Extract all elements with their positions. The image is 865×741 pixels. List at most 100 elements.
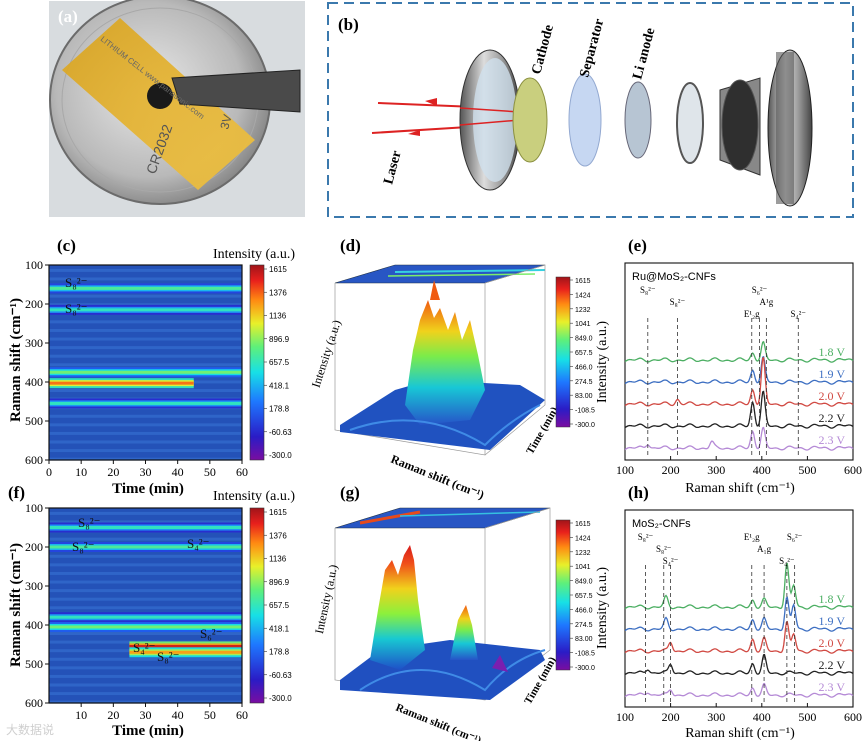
x-tick-label: 10 (75, 465, 87, 479)
colorbar-tick-label: 274.5 (575, 622, 593, 629)
e-ylabel: Intensity (a.u.) (595, 321, 610, 403)
spectrum-voltage-label: 1.9 V (819, 614, 846, 628)
g-ylabel: Intensity (a.u.) (312, 563, 340, 635)
peak-annotation: S₄²⁻ (779, 556, 795, 566)
colorbar-tick-label: 466.0 (575, 364, 593, 371)
y-tick-label: 200 (25, 297, 43, 311)
spectrum-voltage-label: 2.3 V (819, 680, 846, 694)
spectrum-voltage-label: 2.2 V (819, 411, 846, 425)
peak-annotation: S₈²⁻ (656, 544, 672, 554)
x-tick-label: 500 (798, 710, 816, 724)
e-xlabel: Raman shift (cm⁻¹) (685, 481, 795, 496)
f-species-e: S₈²⁻ (157, 649, 180, 664)
f-species-a: S₈²⁻ (78, 515, 101, 530)
f-species-b: S₈²⁻ (72, 539, 95, 554)
heatmap-stripe (49, 580, 242, 584)
colorbar-tick-label: -108.5 (575, 408, 595, 415)
x-tick-label: 500 (798, 463, 816, 477)
heatmap-band (49, 370, 242, 374)
colorbar-tick-label: 83.00 (575, 393, 593, 400)
heatmap-stripe (49, 303, 242, 307)
spectrum-line (624, 682, 854, 698)
x-tick-label: 10 (75, 708, 87, 722)
y-tick-label: 300 (25, 579, 43, 593)
peak-annotation: E¹₂g (744, 309, 760, 319)
heatmap-stripe (49, 554, 242, 558)
y-tick-label: 400 (25, 375, 43, 389)
heatmap-stripe (49, 389, 242, 393)
heatmap-stripe (49, 571, 242, 575)
colorbar-tick-label: 1041 (575, 564, 591, 571)
heatmap-stripe (49, 511, 242, 515)
x-tick-label: 40 (172, 465, 184, 479)
colorbar-tick-label: 1615 (269, 508, 287, 517)
x-tick-label: 20 (107, 708, 119, 722)
heatmap-stripe (49, 597, 242, 601)
heatmap-stripe (49, 683, 242, 687)
panel-f-label: (f) (8, 483, 25, 502)
colorbar-tick-label: -300.0 (575, 665, 595, 672)
y-tick-label: 100 (25, 501, 43, 515)
panel-a-photo: CR2032 3V LITHIUM CELL www.panasonic.com… (49, 0, 305, 217)
panel-e-label: (e) (628, 236, 647, 255)
spectrum-line (624, 620, 854, 654)
colorbar-tick-label: 178.8 (269, 405, 290, 414)
heatmap-stripe (49, 363, 242, 367)
heatmap-stripe (49, 632, 242, 636)
x-tick-label: 40 (172, 708, 184, 722)
g-xlabel: Raman shift (cm⁻¹) (394, 702, 483, 741)
panel-e-spectra: (e) Ru@MoS₂-CNFs 1.8 V 1.9 V 2.0 V 2.2 V 2.3… (595, 236, 862, 496)
heatmap-stripe (49, 674, 242, 678)
x-tick-label: 20 (107, 465, 119, 479)
f-species-d: S₄²⁻ (133, 640, 156, 655)
heatmap-stripe (49, 457, 242, 461)
colorbar-tick-label: 1615 (575, 521, 591, 528)
heatmap-band (49, 286, 242, 290)
panel-b-label: (b) (338, 15, 359, 34)
peak-annotation: S₆²⁻ (787, 532, 803, 542)
heatmap-band (49, 401, 242, 405)
heatmap-stripe (49, 440, 242, 444)
heatmap-stripe (49, 449, 242, 453)
peak-annotation: A¹g (760, 297, 774, 307)
e-sample-name: Ru@MoS₂-CNFs (632, 271, 716, 283)
heatmap-stripe (49, 337, 242, 341)
colorbar-tick-label: 896.9 (269, 335, 290, 344)
panel-b-schematic: (b) Laser Cathode Separator Li anode (327, 2, 854, 218)
spectrum-voltage-label: 1.8 V (819, 345, 846, 359)
f-ylabel: Raman shift (cm⁻¹) (8, 543, 24, 667)
x-tick-label: 400 (753, 463, 771, 477)
colorbar-tick-label: 1136 (269, 312, 287, 321)
heatmap-band (49, 545, 242, 549)
x-tick-label: 600 (844, 463, 862, 477)
heatmap-stripe (49, 346, 242, 350)
x-tick-label: 50 (204, 708, 216, 722)
colorbar-tick-label: 274.5 (575, 379, 593, 386)
heatmap-stripe (49, 423, 242, 427)
heatmap-band (49, 381, 194, 385)
peak-annotation: S₄²⁻ (790, 309, 806, 319)
heatmap-stripe (49, 537, 242, 541)
x-tick-label: 60 (236, 708, 248, 722)
heatmap-band (49, 625, 242, 629)
c-xlabel: Time (min) (112, 481, 184, 497)
coin-text-voltage: 3V (217, 113, 234, 131)
y-tick-label: 200 (25, 540, 43, 554)
heatmap-stripe (49, 277, 242, 281)
spectrum-line (624, 340, 854, 363)
colorbar-tick-label: 657.5 (575, 593, 593, 600)
colorbar-tick-label: 1424 (575, 535, 591, 542)
x-tick-label: 100 (616, 463, 634, 477)
spectrum-line (624, 356, 854, 407)
heatmap-band (49, 308, 242, 312)
colorbar-tick-label: 849.0 (575, 579, 593, 586)
heatmap-stripe (49, 354, 242, 358)
heatmap-stripe (49, 320, 242, 324)
heatmap-stripe (49, 589, 242, 593)
c-species-bot: S₈²⁻ (65, 301, 88, 316)
colorbar-tick-label: 1232 (575, 550, 591, 557)
x-tick-label: 30 (140, 708, 152, 722)
